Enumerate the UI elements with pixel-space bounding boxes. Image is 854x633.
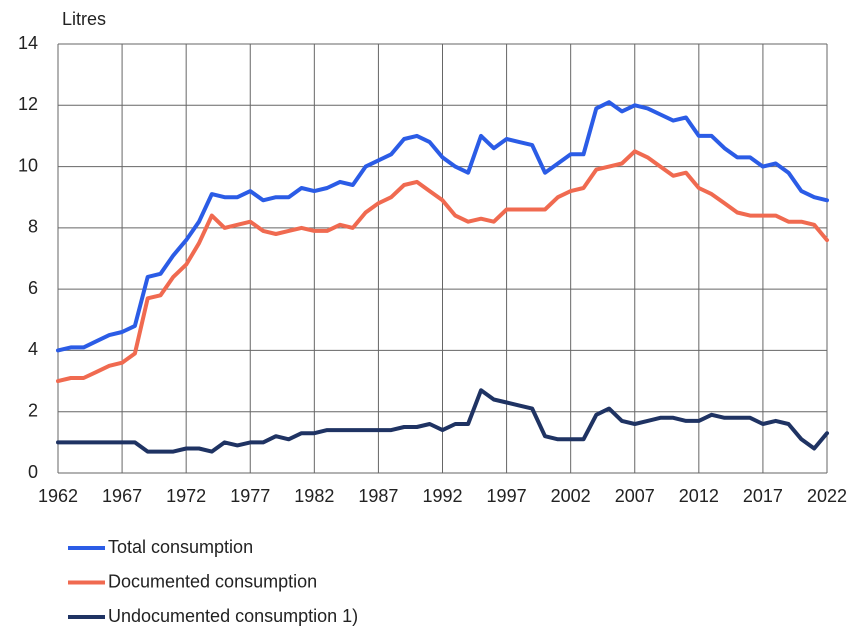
- series-line: [56, 388, 829, 454]
- x-tick-label: 2022: [807, 486, 847, 506]
- x-tick-label: 2012: [679, 486, 719, 506]
- x-tick-label: 2007: [615, 486, 655, 506]
- x-tick-label: 1987: [358, 486, 398, 506]
- y-tick-label: 10: [18, 155, 38, 175]
- x-tick-label: 1977: [230, 486, 270, 506]
- legend-label: Documented consumption: [108, 571, 317, 591]
- x-tick-label: 1972: [166, 486, 206, 506]
- series-line: [56, 149, 829, 384]
- y-tick-label: 14: [18, 33, 38, 53]
- y-tick-label: 0: [28, 462, 38, 482]
- x-tick-label: 1967: [102, 486, 142, 506]
- legend-label: Total consumption: [108, 537, 253, 557]
- x-tick-label: 1992: [422, 486, 462, 506]
- x-tick-label: 1982: [294, 486, 334, 506]
- x-tick-label: 2017: [743, 486, 783, 506]
- y-tick-label: 12: [18, 94, 38, 114]
- y-tick-label: 6: [28, 278, 38, 298]
- x-tick-label: 1962: [38, 486, 78, 506]
- x-tick-label: 2002: [551, 486, 591, 506]
- y-axis-label: Litres: [62, 9, 106, 29]
- legend-label: Undocumented consumption 1): [108, 606, 358, 626]
- y-tick-label: 4: [28, 339, 38, 359]
- y-tick-label: 2: [28, 400, 38, 420]
- y-tick-label: 8: [28, 217, 38, 237]
- x-tick-label: 1997: [487, 486, 527, 506]
- series-line: [56, 100, 829, 353]
